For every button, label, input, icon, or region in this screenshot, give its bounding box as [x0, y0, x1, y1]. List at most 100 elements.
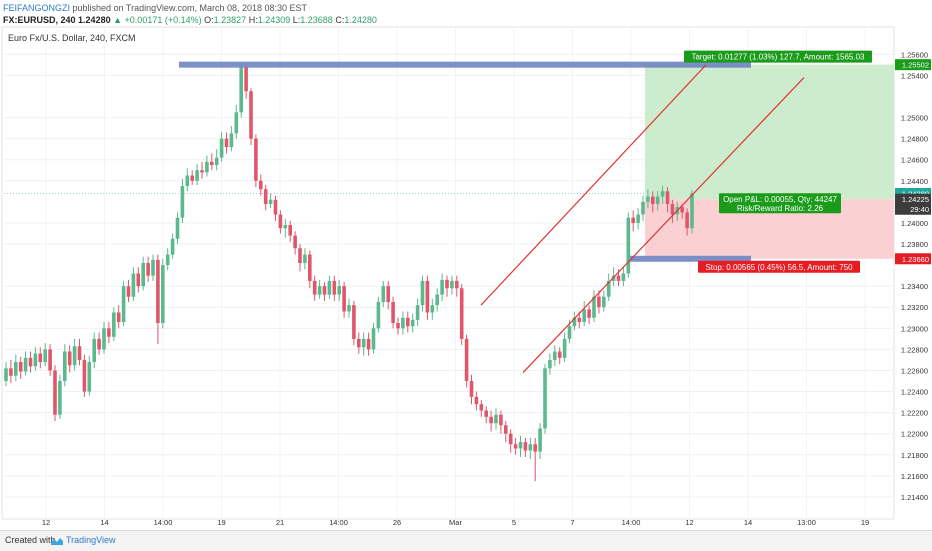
y-tick-label: 1.21400 [901, 493, 928, 502]
instrument-title: Euro Fx/U.S. Dollar, 240, FXCM [8, 33, 136, 43]
y-tick-label: 1.22600 [901, 366, 928, 375]
ratio-label-text: Risk/Reward Ratio: 2.26 [737, 204, 824, 213]
candle-body [4, 368, 8, 382]
price-label-countdown [895, 203, 931, 215]
candle-body [97, 338, 101, 350]
trend-channel[interactable] [480, 64, 805, 373]
stop-label-bg [698, 260, 860, 273]
time-axis[interactable]: 12 14 14:00 19 21 14:00 26 Mar 5 7 14:00 12 14 13:00 1… [42, 518, 869, 527]
candle-body [410, 319, 415, 327]
price-label-target [895, 59, 931, 71]
candle-body [303, 254, 307, 263]
candle-body [592, 296, 596, 318]
candle-body [479, 404, 484, 411]
x-tick-label: 7 [570, 518, 574, 527]
candle-body [508, 433, 513, 445]
candle-body [577, 317, 582, 322]
candle-body [28, 357, 33, 367]
y-tick-label: 1.25000 [901, 114, 928, 123]
candle-body [146, 262, 150, 276]
candle-body [283, 225, 288, 229]
ohlc-line: FX:EURUSD, 240 1.24280 ▲ +0.00171 (+0.14… [3, 15, 377, 25]
open-label: O: [204, 15, 214, 25]
candle-body [337, 286, 341, 295]
candle-body [308, 254, 312, 281]
candle-body [165, 254, 170, 266]
price-axis[interactable]: 1.25600 1.25400 1.25000 1.24800 1.24600 1.244… [895, 50, 931, 502]
x-tick-label: 14 [100, 518, 108, 527]
target-zone [645, 64, 894, 200]
x-tick-label: 14 [744, 518, 752, 527]
candle-body [43, 349, 47, 363]
publish-line: FEIFANGONGZI published on TradingView.co… [3, 3, 307, 13]
candle-body [602, 296, 606, 308]
x-tick-label: 14:00 [622, 518, 641, 527]
tradingview-brand[interactable]: TradingView [66, 535, 116, 545]
created-with-text: Created with [5, 535, 56, 545]
published-text: published on TradingView.com, March 08, … [72, 3, 308, 13]
candle-body [425, 280, 430, 313]
candle-body [690, 193, 694, 229]
x-tick-label: 19 [217, 518, 225, 527]
candle-body [621, 273, 626, 281]
candle-body [112, 312, 116, 337]
candle-body [435, 294, 439, 306]
candle-body [342, 286, 346, 312]
y-tick-label: 1.22000 [901, 430, 928, 439]
candle-body [229, 133, 234, 148]
x-tick-label: 13:00 [797, 518, 816, 527]
stop-level-bar [630, 255, 751, 262]
candle-body [200, 170, 204, 173]
y-tick-label: 1.23000 [901, 324, 928, 333]
candle-body [210, 161, 214, 165]
candle-body [474, 396, 479, 405]
candles [4, 64, 694, 482]
candle-body [131, 273, 136, 297]
y-tick-label: 1.23200 [901, 303, 928, 312]
candle-body [445, 279, 449, 289]
candle-body [357, 338, 361, 348]
candle-body [190, 175, 194, 181]
stop-label-text: Stop: 0.00565 (0.45%) 56.5, Amount: 750 [705, 263, 853, 272]
low-value: 1.23688 [300, 15, 333, 25]
candle-body [58, 381, 62, 415]
y-tick-label: 1.24000 [901, 219, 928, 228]
close-value: 1.24280 [344, 15, 377, 25]
candle-body [38, 353, 43, 363]
candle-body [298, 248, 302, 263]
candle-body [557, 351, 562, 358]
candle-body [293, 235, 297, 249]
candle-body [185, 175, 190, 187]
candle-body [543, 368, 547, 429]
y-tick-label: 1.21800 [901, 451, 928, 460]
last-price: 1.24280 [78, 15, 111, 25]
y-tick-label: 1.22400 [901, 388, 928, 397]
candle-body [141, 262, 145, 287]
y-tick-label: 1.25600 [901, 50, 928, 59]
candle-body [366, 338, 371, 350]
candle-body [170, 238, 175, 255]
candle-body [14, 362, 18, 376]
candle-body [48, 349, 52, 371]
candle-body [205, 161, 209, 173]
candle-body [597, 296, 601, 308]
candle-body [116, 312, 121, 322]
candle-body [440, 279, 444, 295]
candle-body [396, 323, 400, 329]
y-tick-label: 1.24400 [901, 177, 928, 186]
high-value: 1.24309 [257, 15, 291, 25]
candle-body [317, 286, 322, 295]
candle-body [9, 368, 13, 376]
candle-body [288, 225, 292, 236]
candle-body [180, 186, 185, 218]
candle-body [121, 286, 126, 322]
price-label-countdown-text: 29:40 [910, 205, 929, 214]
candle-body [234, 112, 239, 134]
author-name[interactable]: FEIFANGONGZI [3, 3, 71, 13]
candle-body [254, 138, 258, 181]
candle-body [523, 442, 528, 451]
candle-body [504, 425, 508, 434]
footer-bar: Created with TradingView [0, 530, 932, 551]
level-bars [179, 61, 751, 262]
